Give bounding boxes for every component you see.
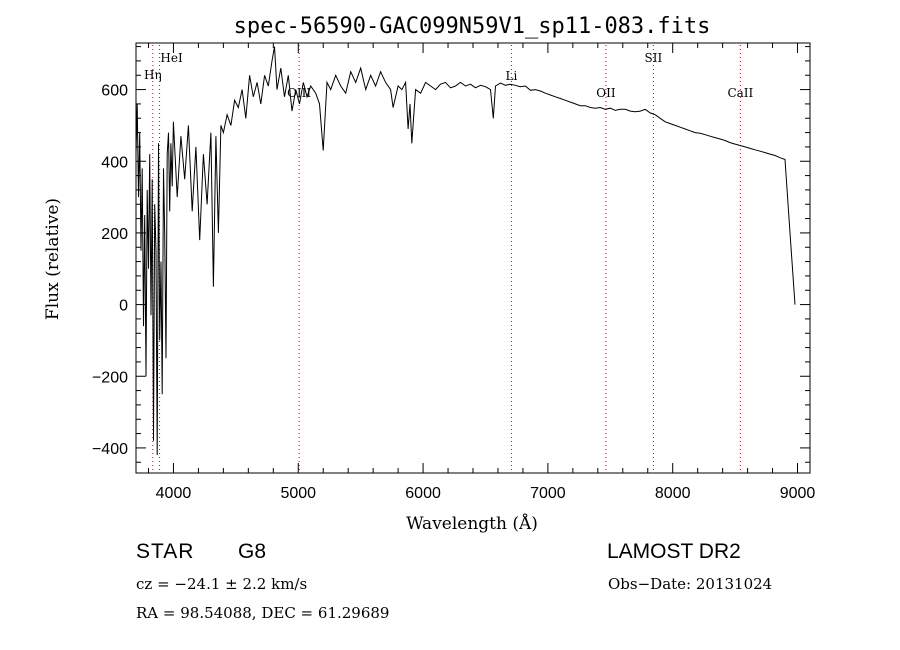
marker-label-CaII: CaII: [727, 86, 753, 100]
y-tick-label: −200: [92, 369, 128, 386]
object-type: STAR: [136, 540, 195, 563]
object-subclass: G8: [238, 540, 267, 563]
survey-name: LAMOST DR2: [607, 540, 741, 563]
spectrum-series: [136, 46, 796, 456]
y-tick-label: −400: [92, 441, 128, 458]
coordinates: RA = 98.54088, DEC = 61.29689: [136, 604, 390, 622]
x-tick-label: 4000: [156, 485, 192, 502]
y-tick-label: 0: [119, 298, 128, 315]
y-axis-label: Flux (relative): [43, 198, 63, 320]
redshift-velocity: cz = −24.1 ± 2.2 km/s: [136, 575, 308, 593]
chart-title: spec-56590-GAC099N59V1_sp11-083.fits: [234, 14, 711, 39]
marker-label-SII: SII: [645, 51, 663, 65]
x-axis-label: Wavelength (Å): [406, 513, 538, 534]
marker-label-Hη: Hη: [144, 68, 162, 82]
observation-date: Obs−Date: 20131024: [608, 575, 773, 593]
plot-area: 4000 5000 6000 7000 8000 9000 −400 −200 0 200 400 6…: [92, 42, 816, 502]
x-tick-label: 6000: [405, 485, 441, 502]
y-tick-label: 600: [101, 83, 128, 100]
marker-label-HeI: HeI: [160, 51, 183, 65]
x-tick-label: 9000: [780, 485, 816, 502]
plot-frame: [135, 42, 811, 474]
y-tick-label: 400: [101, 154, 128, 171]
x-tick-label: 7000: [530, 485, 566, 502]
y-tick-label: 200: [101, 226, 128, 243]
x-tick-label: 8000: [655, 485, 691, 502]
marker-label-Li: Li: [506, 69, 518, 83]
x-tick-label: 5000: [280, 485, 316, 502]
marker-label-OII: OII: [596, 86, 616, 100]
